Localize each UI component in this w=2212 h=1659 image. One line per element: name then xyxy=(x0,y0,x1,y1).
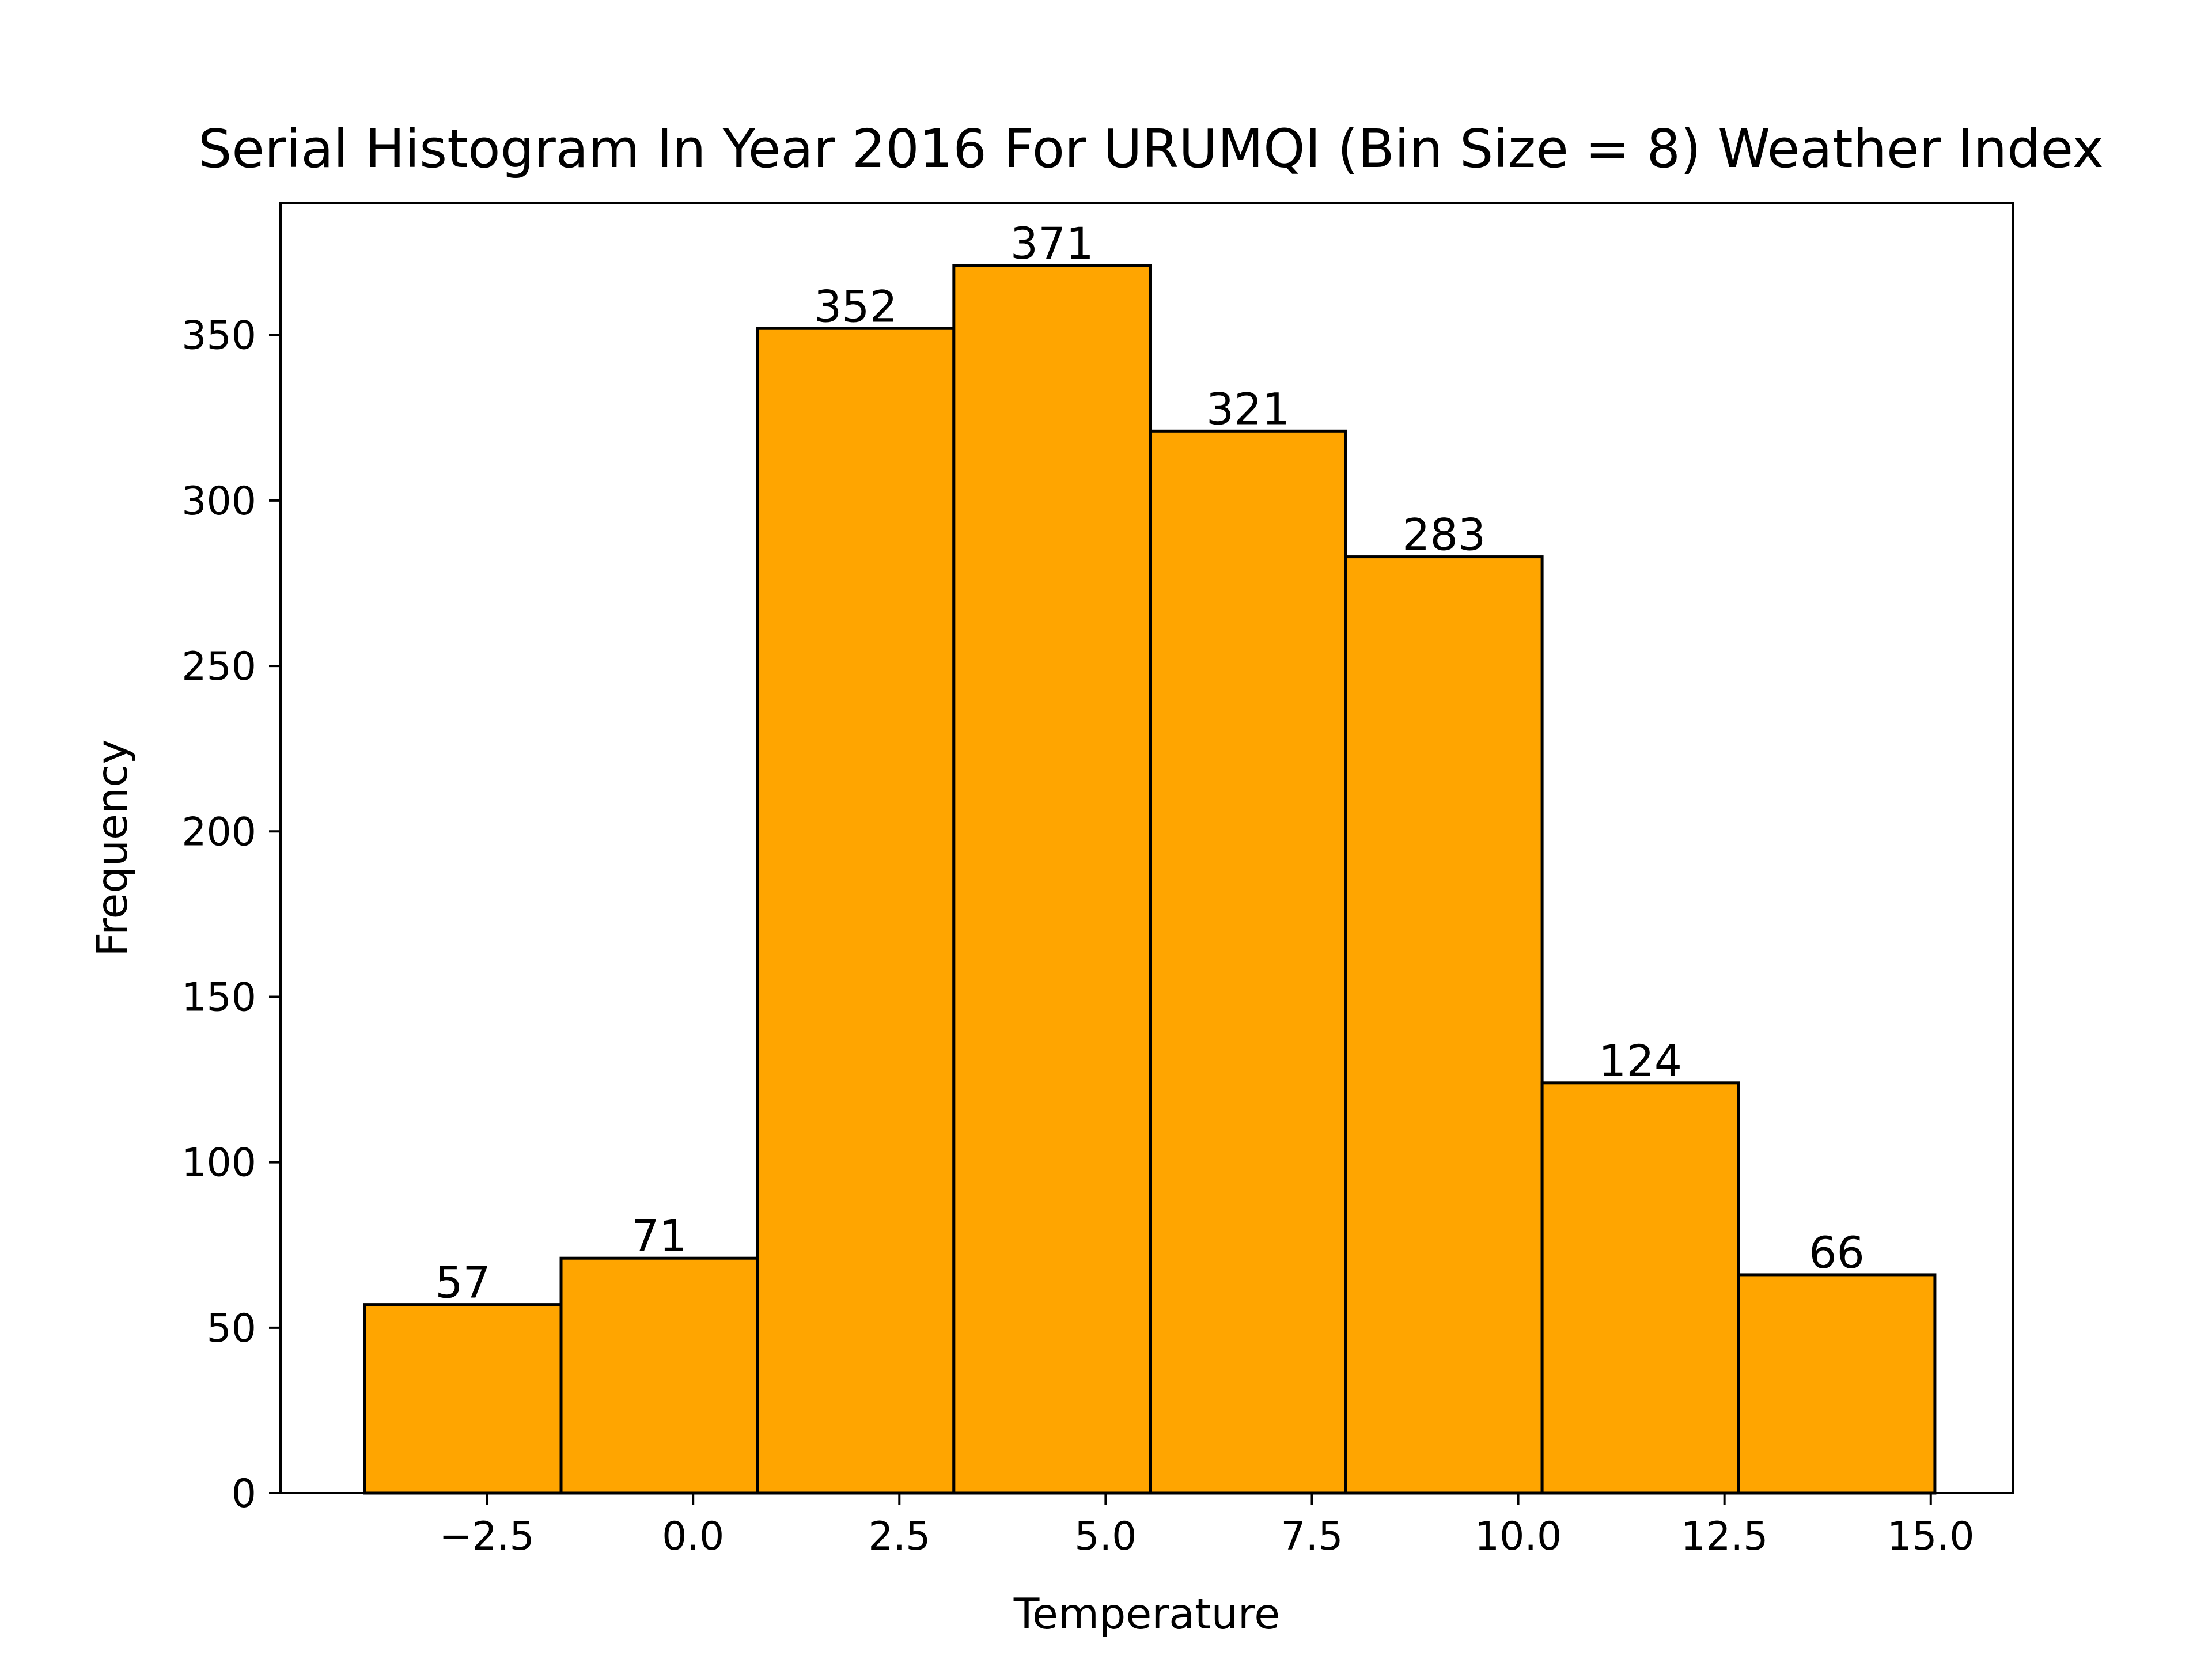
x-tick-label: 2.5 xyxy=(868,1514,930,1559)
y-axis-label: Frequency xyxy=(88,739,137,956)
bar-value-label: 283 xyxy=(1402,509,1486,560)
bar-value-label: 321 xyxy=(1206,383,1290,434)
x-axis: −2.5 0.0 2.5 5.0 7.5 10.0 12.5 15.0 xyxy=(440,1493,1974,1559)
histogram-bar xyxy=(363,1303,563,1495)
x-tick-label: 15.0 xyxy=(1887,1514,1974,1559)
x-tick-label: 5.0 xyxy=(1074,1514,1137,1559)
bar-value-label: 124 xyxy=(1599,1035,1682,1086)
y-axis: 0 50 100 150 200 250 300 350 xyxy=(181,313,281,1517)
bar-value-label: 352 xyxy=(814,281,897,332)
bar-value-label: 371 xyxy=(1010,218,1094,269)
chart-title: Serial Histogram In Year 2016 For URUMQI… xyxy=(198,118,2104,180)
x-tick-label: 7.5 xyxy=(1281,1514,1343,1559)
histogram-bar xyxy=(559,1256,759,1495)
histogram-bar xyxy=(756,327,956,1495)
x-tick-label: 12.5 xyxy=(1681,1514,1768,1559)
y-tick-label: 300 xyxy=(181,479,256,524)
y-tick-label: 150 xyxy=(181,975,256,1020)
y-tick-label: 50 xyxy=(206,1306,256,1351)
y-tick-label: 200 xyxy=(181,809,256,855)
histogram-bar xyxy=(1540,1081,1740,1495)
y-tick-label: 250 xyxy=(181,644,256,690)
x-tick-label: 0.0 xyxy=(662,1514,724,1559)
x-tick-label: 10.0 xyxy=(1475,1514,1562,1559)
histogram-bar xyxy=(1344,555,1544,1495)
x-tick-label: −2.5 xyxy=(440,1514,535,1559)
bars-group xyxy=(363,264,1937,1495)
bar-value-label: 66 xyxy=(1809,1227,1865,1278)
bar-value-label: 71 xyxy=(631,1210,687,1262)
y-tick-label: 350 xyxy=(181,313,256,359)
bar-labels-group: 57 71 352 371 321 283 124 66 xyxy=(435,218,1865,1308)
y-tick-label: 0 xyxy=(232,1471,256,1517)
bar-value-label: 57 xyxy=(435,1257,491,1308)
histogram-bar xyxy=(952,264,1152,1495)
plot-frame xyxy=(279,202,2014,1494)
histogram-bar xyxy=(1737,1273,1937,1495)
y-tick-label: 100 xyxy=(181,1141,256,1186)
x-axis-label: Temperature xyxy=(1013,1590,1280,1639)
histogram-bar xyxy=(1149,429,1347,1495)
